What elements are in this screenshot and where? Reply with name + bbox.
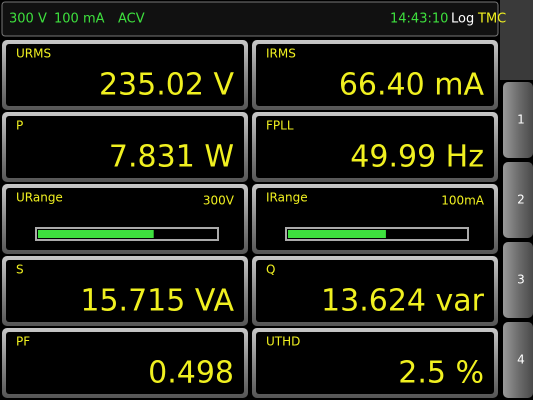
cell-body (6, 116, 244, 178)
cell-label: URMS (16, 47, 51, 61)
status-time: 14:43:10 (390, 12, 448, 27)
cell-body (256, 332, 494, 394)
cell-value: 235.02 V (99, 68, 235, 103)
cell-range: 100mA (441, 194, 485, 208)
cell-value: 13.624 var (321, 284, 485, 319)
cell-body (256, 44, 494, 106)
range-bar-level (38, 230, 154, 238)
cell-label: IRMS (266, 47, 296, 61)
cell-value: 49.99 Hz (350, 140, 484, 175)
cell-range: 300V (203, 194, 235, 208)
cell-body (6, 44, 244, 106)
status-interface: TMC (477, 12, 506, 27)
cell-label: P (16, 119, 23, 133)
status-bar (1, 1, 499, 37)
cell-body (256, 260, 494, 322)
cell-label: FPLL (266, 119, 294, 133)
cell-body (256, 116, 494, 178)
cell-body (6, 332, 244, 394)
status-range-u: 300 V (9, 12, 47, 27)
cell-label: S (16, 263, 24, 277)
cell-body (6, 260, 244, 322)
cell-value: 7.831 W (109, 140, 234, 175)
softkey-label[interactable]: 3 (517, 273, 525, 287)
cell-value: 15.715 VA (80, 284, 234, 319)
softkey[interactable] (503, 162, 533, 238)
softkey-label[interactable]: 4 (517, 353, 525, 367)
status-range-i: 100 mA (54, 12, 105, 27)
status-log: Log (451, 12, 474, 27)
softkey[interactable] (503, 322, 533, 398)
softkey[interactable] (503, 242, 533, 318)
status-mode: ACV (118, 12, 145, 27)
softkey-label[interactable]: 1 (517, 113, 525, 127)
range-bar-level (288, 230, 386, 238)
cell-label: Q (266, 263, 275, 277)
cell-label: PF (16, 335, 30, 349)
softkey[interactable] (503, 82, 533, 158)
softkey-label[interactable]: 2 (517, 193, 525, 207)
cell-label: IRange (266, 191, 308, 205)
cell-value: 66.40 mA (339, 68, 485, 103)
cell-label: URange (16, 191, 63, 205)
cell-value: 2.5 % (398, 356, 484, 391)
cell-value: 0.498 (148, 356, 234, 391)
side-header (500, 0, 533, 80)
cell-label: UTHD (266, 335, 300, 349)
